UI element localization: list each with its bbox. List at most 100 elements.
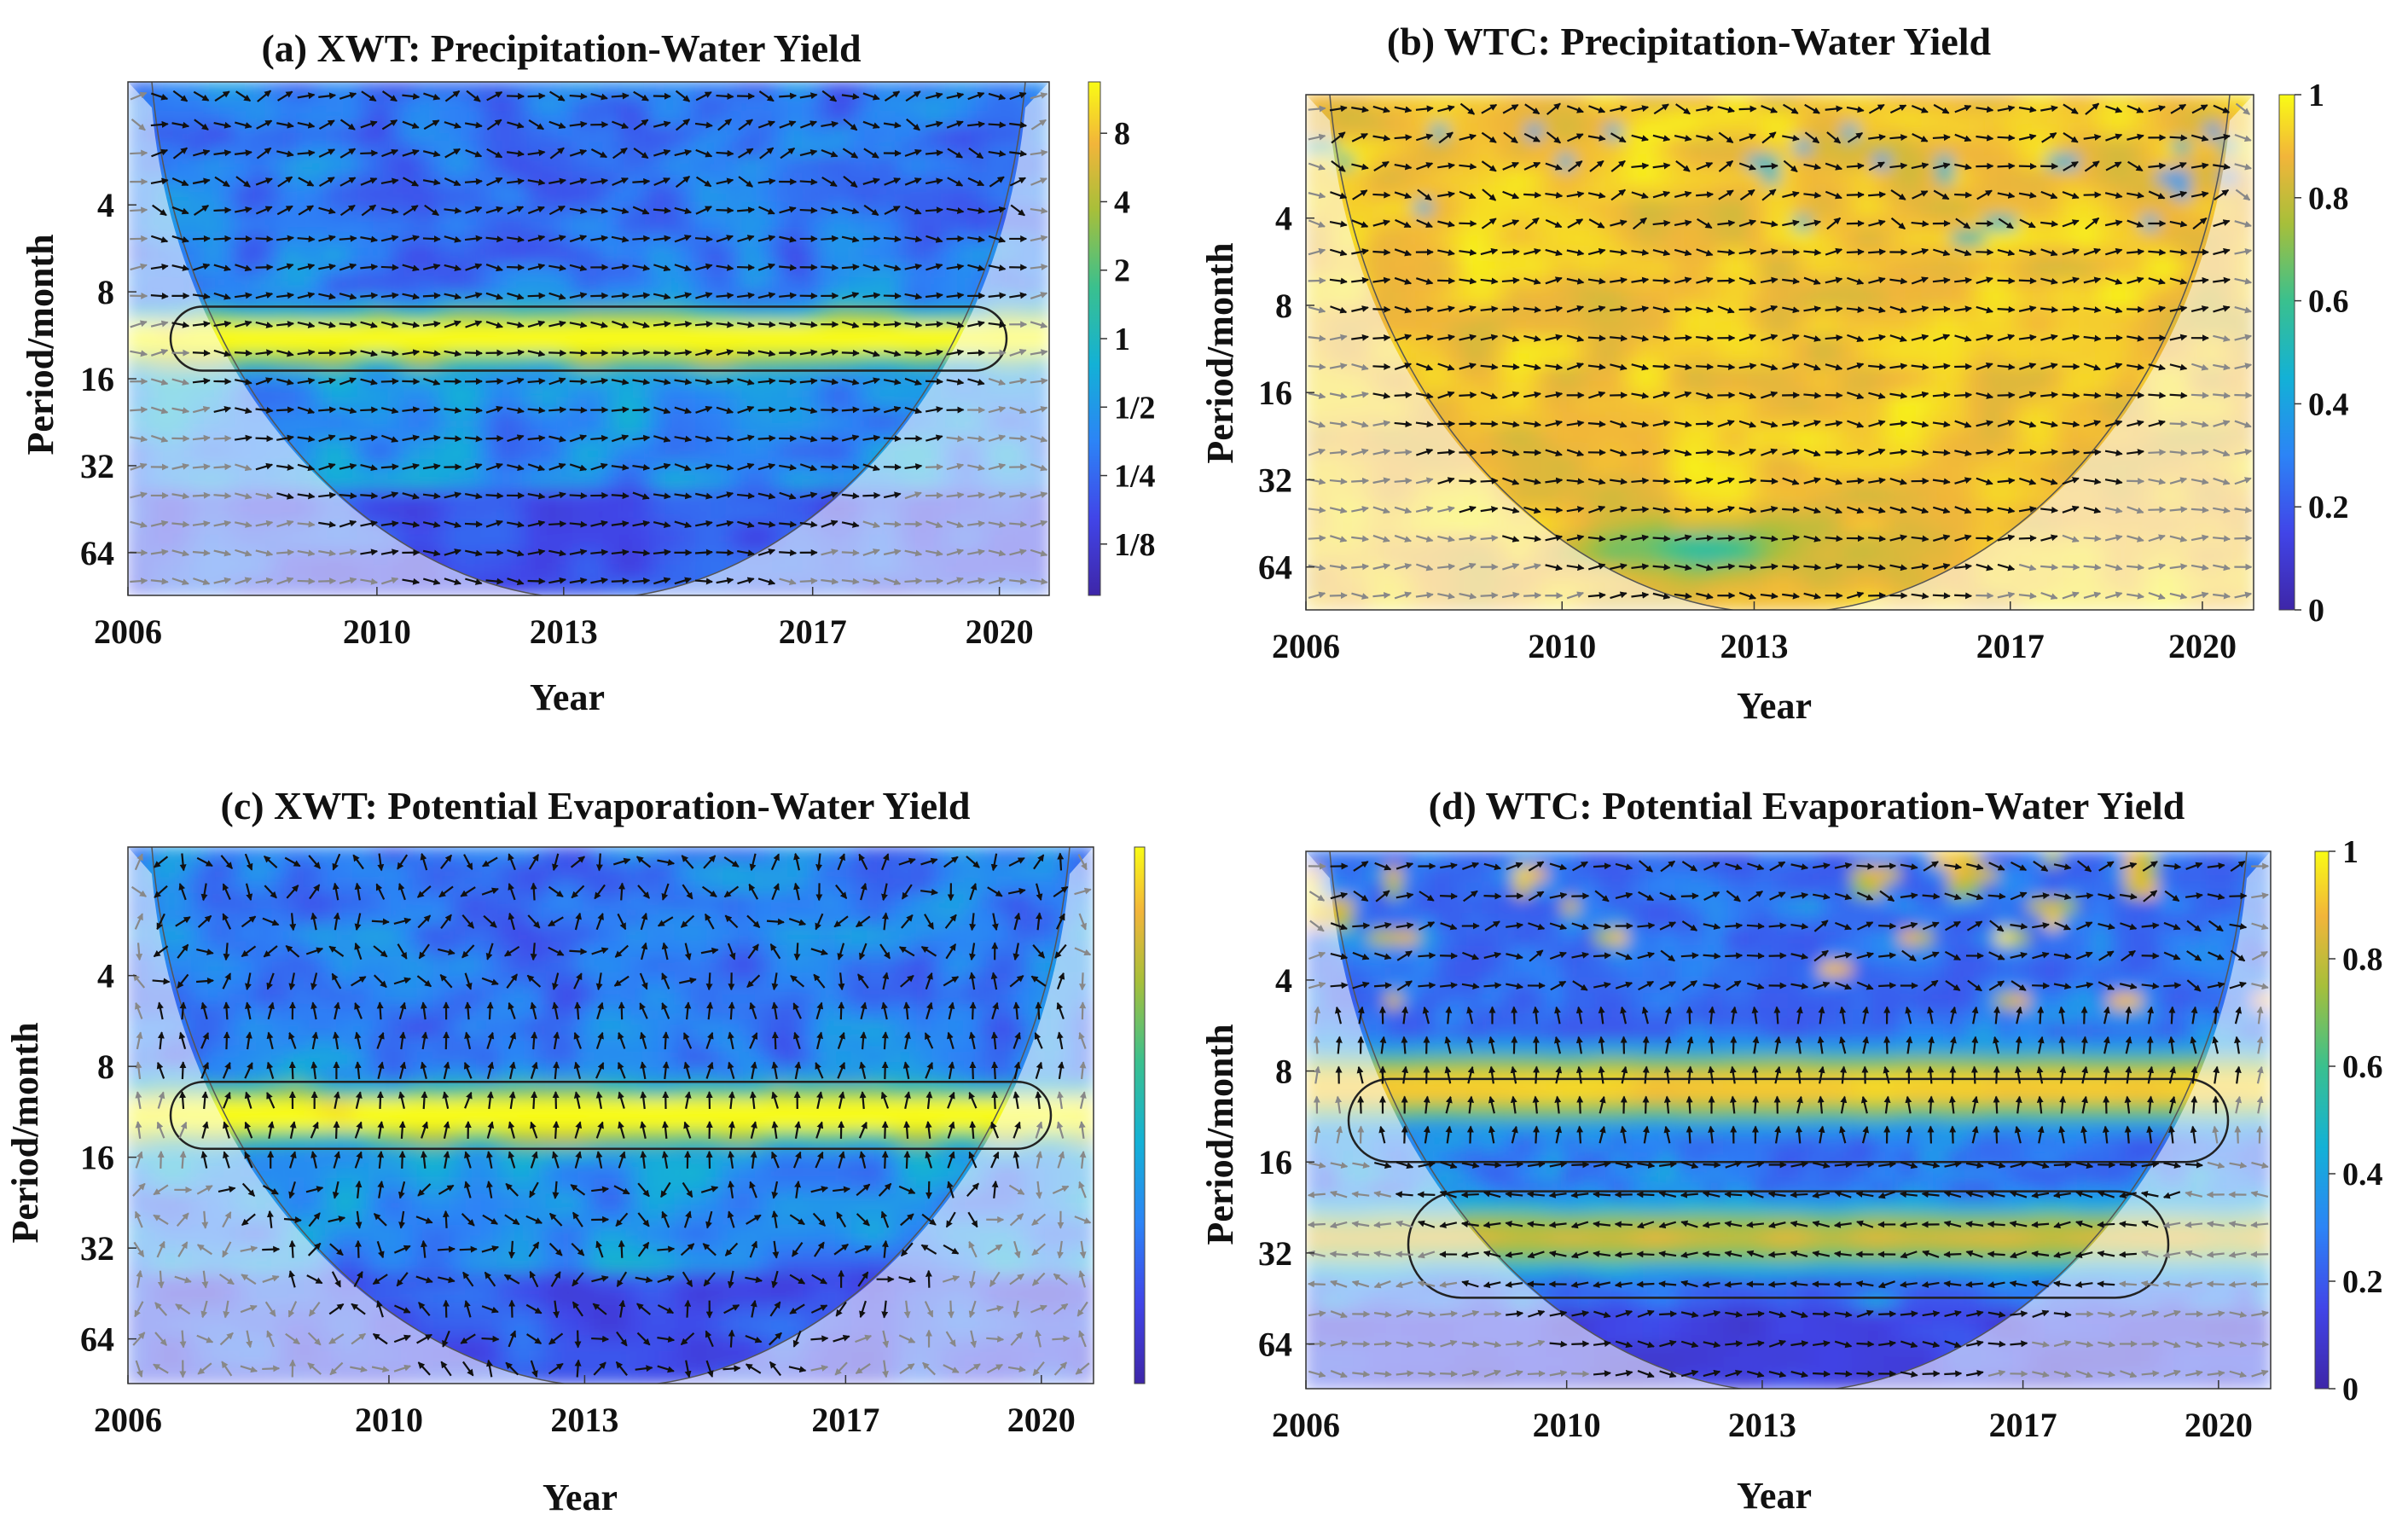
colorbar-tick-label: 1 — [1114, 322, 1130, 357]
heatmap-cell — [1447, 276, 1465, 293]
phase-arrow — [1738, 105, 1757, 113]
phase-arrow — [757, 406, 776, 414]
heatmap-cell — [787, 398, 804, 415]
heatmap-cell — [557, 171, 574, 189]
heatmap-cell — [664, 473, 682, 491]
heatmap-cell — [618, 171, 635, 189]
heatmap-cell — [2063, 321, 2081, 339]
phase-arrow — [757, 321, 776, 328]
heatmap-cell — [910, 262, 927, 280]
heatmap-cell — [1715, 260, 1733, 278]
heatmap-cell — [1795, 548, 1813, 566]
heatmap-cell — [1762, 321, 1781, 339]
heatmap-cell — [1953, 397, 1970, 415]
heatmap-cell — [1431, 397, 1449, 415]
panel-b-plot-area — [1305, 94, 2254, 611]
heatmap-cell — [741, 96, 758, 113]
heatmap-cell — [2079, 169, 2097, 187]
heatmap-cell — [265, 352, 282, 370]
heatmap-cell — [1463, 200, 1481, 218]
heatmap-cell — [1731, 108, 1749, 126]
phase-arrow — [360, 406, 379, 414]
heatmap-cell — [388, 96, 405, 113]
heatmap-cell — [1810, 578, 1829, 596]
heatmap-cell — [1002, 82, 1019, 98]
heatmap-cell — [2047, 276, 2065, 293]
phase-arrow — [883, 435, 902, 443]
heatmap-cell — [711, 156, 728, 174]
heatmap-cell — [250, 171, 267, 189]
heatmap-cell — [357, 247, 374, 264]
heatmap-cell — [1636, 427, 1655, 444]
heatmap-cell — [787, 111, 804, 129]
heatmap-cell — [2047, 290, 2065, 308]
heatmap-cell — [1447, 260, 1465, 278]
heatmap-cell — [956, 277, 973, 294]
heatmap-cell — [1589, 457, 1607, 475]
heatmap-cell — [496, 262, 513, 280]
heatmap-cell — [235, 277, 252, 294]
heatmap-cell — [572, 519, 589, 537]
heatmap-cell — [250, 277, 267, 294]
heatmap-cell — [572, 413, 589, 431]
heatmap-cell — [895, 156, 912, 174]
heatmap-cell — [849, 171, 866, 189]
heatmap-cell — [588, 186, 605, 204]
heatmap-cell — [695, 247, 712, 264]
heatmap-cell — [2079, 184, 2097, 202]
heatmap-cell — [833, 413, 850, 431]
heatmap-cell — [2189, 200, 2208, 218]
heatmap-cell — [1968, 502, 1987, 520]
heatmap-cell — [618, 96, 635, 113]
phase-arrow — [569, 406, 588, 414]
heatmap-cell — [1478, 397, 1497, 415]
phase-arrow — [318, 406, 337, 414]
panel-a-x-label: Year — [530, 676, 605, 718]
heatmap-cell — [2205, 139, 2223, 157]
heatmap-cell — [1604, 397, 1623, 415]
heatmap-cell — [496, 277, 513, 294]
heatmap-cell — [542, 564, 559, 582]
heatmap-cell — [158, 82, 175, 98]
heatmap-cell — [895, 126, 912, 143]
heatmap-cell — [2031, 351, 2050, 368]
heatmap-cell — [2031, 366, 2050, 384]
heatmap-cell — [925, 126, 943, 143]
heatmap-cell — [772, 473, 789, 491]
heatmap-cell — [1936, 487, 1955, 505]
heatmap-cell — [787, 96, 804, 113]
heatmap-cell — [357, 141, 374, 159]
heatmap-cell — [1905, 457, 1923, 475]
heatmap-cell — [803, 383, 820, 400]
heatmap-cell — [265, 398, 282, 415]
heatmap-cell — [1953, 457, 1970, 475]
heatmap-cell — [1526, 397, 1544, 415]
heatmap-cell — [1889, 427, 1907, 444]
heatmap-cell — [265, 277, 282, 294]
heatmap-cell — [1510, 139, 1529, 157]
heatmap-cell — [956, 126, 973, 143]
heatmap-cell — [465, 156, 482, 174]
heatmap-cell — [1589, 200, 1607, 218]
heatmap-cell — [403, 217, 421, 235]
heatmap-cell — [1715, 108, 1733, 126]
heatmap-cell — [1999, 260, 2018, 278]
heatmap-cell — [618, 186, 635, 204]
heatmap-cell — [204, 82, 221, 98]
heatmap-cell — [1384, 200, 1402, 218]
heatmap-cell — [1905, 200, 1923, 218]
heatmap-cell — [787, 473, 804, 491]
heatmap-cell — [1715, 290, 1733, 308]
heatmap-cell — [1604, 321, 1623, 339]
heatmap-cell — [311, 383, 328, 400]
heatmap-cell — [1541, 412, 1560, 429]
heatmap-cell — [511, 96, 528, 113]
heatmap-cell — [434, 352, 451, 370]
heatmap-cell — [664, 217, 682, 235]
heatmap-cell — [2189, 154, 2208, 171]
heatmap-cell — [1558, 229, 1575, 247]
heatmap-cell — [864, 232, 881, 249]
heatmap-cell — [772, 82, 789, 98]
phase-arrow — [339, 235, 357, 242]
heatmap-cell — [1415, 108, 1434, 126]
